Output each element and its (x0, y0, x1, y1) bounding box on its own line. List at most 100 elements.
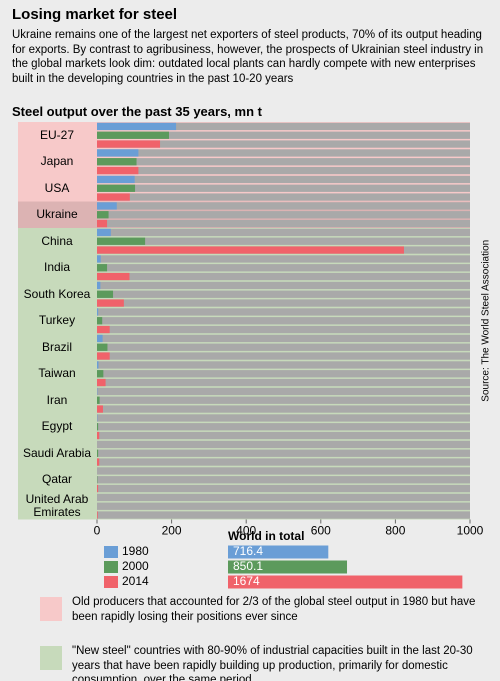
bar-track (97, 502, 470, 510)
bar-track (97, 458, 470, 466)
bar (97, 202, 117, 210)
bar (97, 334, 103, 343)
bar-track (97, 264, 470, 272)
bar (97, 405, 103, 413)
y-tick-label: Ukraine (36, 207, 78, 222)
y-tick-label: Taiwan (38, 366, 76, 381)
bar (97, 361, 99, 369)
bar-track (97, 370, 470, 378)
bar-track (97, 484, 470, 493)
world-title: World in total (228, 529, 304, 543)
bar-track (97, 325, 470, 334)
bar-track (97, 449, 470, 457)
y-tick-label: USA (44, 180, 70, 195)
bar (97, 219, 108, 228)
bar (97, 299, 124, 307)
x-tick-label: 800 (385, 524, 405, 538)
bar-track (97, 317, 470, 325)
bar-track (97, 361, 470, 369)
bar-track (97, 299, 470, 307)
x-tick-label: 200 (162, 524, 182, 538)
bar-track (97, 237, 470, 245)
bar (97, 193, 130, 201)
bar (97, 158, 137, 166)
bar (97, 237, 146, 245)
y-tick-label: China (41, 233, 73, 248)
bar-track (97, 272, 470, 281)
bar-track (97, 476, 470, 484)
bar (97, 149, 139, 157)
bar-track (97, 440, 470, 449)
bar (97, 122, 177, 131)
bar-track (97, 414, 470, 422)
world-bar (228, 575, 463, 589)
bar-track (97, 202, 470, 210)
bar-track (97, 378, 470, 387)
note-swatch (40, 646, 62, 670)
legend-label: 2014 (122, 574, 149, 588)
y-tick-label: India (43, 260, 71, 275)
legend-swatch (104, 561, 118, 573)
bar-track (97, 343, 470, 351)
x-tick-label: 400 (236, 524, 256, 538)
x-tick-label: 0 (94, 524, 101, 538)
bar-track (97, 211, 470, 219)
bar-track (97, 255, 470, 263)
bar (97, 431, 100, 440)
bar-track (97, 431, 470, 440)
bar-track (97, 149, 470, 157)
note-text: "New steel" countries with 80-90% of ind… (72, 645, 473, 681)
bar-track (97, 219, 470, 228)
bar (97, 458, 100, 466)
description: Ukraine remains one of the largest net e… (12, 29, 484, 85)
bar (97, 264, 108, 272)
world-value: 1674 (233, 574, 260, 588)
bar-track (97, 193, 470, 201)
bar (97, 290, 114, 298)
bar (97, 131, 169, 139)
bar (97, 396, 100, 404)
bar-track (97, 511, 470, 519)
y-tick-label: Saudi Arabia (22, 445, 92, 460)
bar (97, 184, 136, 192)
bar (97, 272, 130, 281)
bar-track (97, 184, 470, 192)
bar (97, 484, 99, 493)
x-tick-label: 1000 (457, 524, 484, 538)
bar (97, 423, 99, 431)
note-text: Old producers that accounted for 2/3 of … (72, 596, 476, 623)
y-tick-label: Turkey (38, 313, 76, 328)
bar (97, 175, 135, 184)
legend-label: 1980 (122, 544, 149, 558)
bar-track (97, 228, 470, 237)
bar (97, 211, 109, 219)
y-tick-label: EU-27 (39, 127, 74, 142)
bar (97, 140, 161, 148)
bar-track (97, 290, 470, 298)
bar-track (97, 352, 470, 360)
bar-track (97, 334, 470, 343)
legend-swatch (104, 546, 118, 558)
bar (97, 378, 106, 387)
legend-label: 2000 (122, 559, 149, 573)
bar (97, 246, 404, 254)
legend-swatch (104, 576, 118, 588)
note-swatch (40, 597, 62, 621)
bar-track (97, 140, 470, 148)
world-value: 850.1 (233, 559, 263, 573)
bar (97, 352, 110, 360)
chart-title: Losing market for steel (12, 6, 178, 23)
bar-track (97, 122, 470, 131)
bar-track (97, 158, 470, 166)
bar (97, 281, 101, 290)
bar (97, 343, 108, 351)
bar (97, 308, 99, 316)
bar-track (97, 396, 470, 404)
bar-track (97, 423, 470, 431)
bar-track (97, 281, 470, 290)
bar-track (97, 405, 470, 413)
bar (97, 370, 104, 378)
bar (97, 255, 101, 263)
bar-track (97, 308, 470, 316)
